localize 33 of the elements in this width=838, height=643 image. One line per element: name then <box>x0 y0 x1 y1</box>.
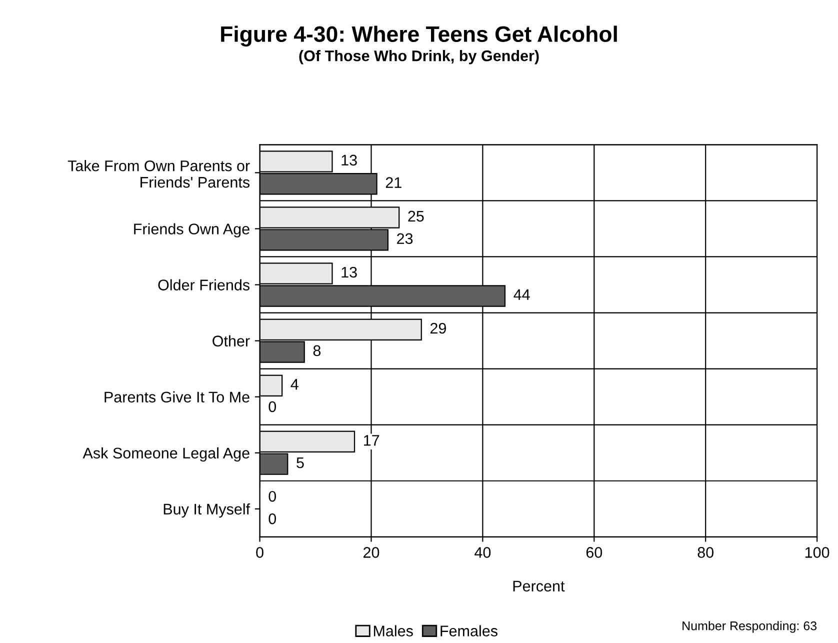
x-tick-label: 60 <box>586 547 602 558</box>
x-tick-label: 100 <box>805 547 830 558</box>
y-tick-label: Other <box>212 335 250 346</box>
text: Number Responding: 63 <box>682 621 817 633</box>
data-label: 25 <box>408 210 424 222</box>
data-label: 0 <box>268 490 276 502</box>
data-label: 4 <box>290 379 298 390</box>
data-label: 13 <box>342 154 357 166</box>
y-tick-label: Friends Own Age <box>134 223 250 238</box>
y-tick-label: Parents Give It To Me <box>104 391 250 403</box>
x-tick-label: 40 <box>474 547 491 558</box>
legend-label: Females <box>440 625 498 636</box>
data-label: 44 <box>514 289 530 300</box>
data-label: 23 <box>397 233 413 244</box>
x-tick-label: 0 <box>256 547 264 558</box>
data-label: 8 <box>313 345 321 356</box>
x-tick-label: 20 <box>364 547 380 558</box>
y-tick-label: Ask Someone Legal Age <box>82 447 250 462</box>
chart-subtitle: (Of Those Who Drink, by Gender) <box>299 50 539 64</box>
data-label: 13 <box>342 266 357 278</box>
y-tick-label: Older Friends <box>158 279 250 290</box>
y-tick-label: Take From Own Parents or Friends' Parents <box>68 160 250 188</box>
data-label: 5 <box>296 458 304 468</box>
data-label: 0 <box>268 401 276 412</box>
data-label: 0 <box>268 513 276 524</box>
y-tick-label: Buy It Myself <box>164 503 250 518</box>
data-label: 21 <box>386 177 402 188</box>
data-label: 29 <box>430 322 446 334</box>
legend-label: Males <box>374 625 413 636</box>
x-axis-title: Percent <box>513 580 565 592</box>
data-label: 17 <box>364 435 380 446</box>
chart-title: Figure 4-30: Where Teens Get Alcohol <box>221 26 617 47</box>
x-tick-label: 80 <box>698 547 714 558</box>
